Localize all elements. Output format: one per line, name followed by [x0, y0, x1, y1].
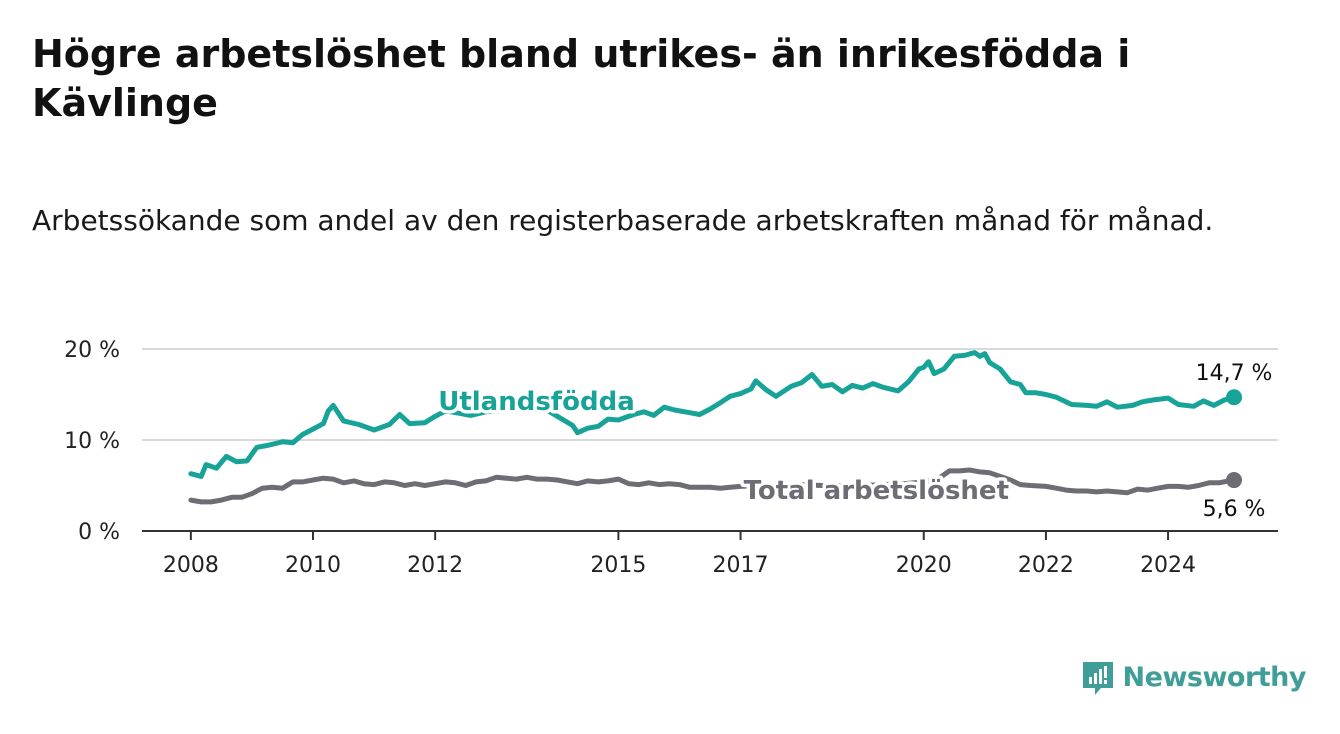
brand-logo[interactable]: Newsworthy	[1081, 660, 1307, 695]
chart-title: Högre arbetslöshet bland utrikes- än inr…	[32, 32, 1131, 125]
series-label-total: Total arbetslöshet	[744, 476, 1009, 506]
label-layer: Utlandsfödda Total arbetslöshet 14,7 % 5,6 …	[435, 361, 1273, 522]
line-chart: 0 % 10 % 20 % 2008 2010 2012 2015 2017 2020 2022 2…	[64, 338, 1278, 578]
x-tick-label: 2010	[285, 553, 341, 578]
newsworthy-logo-icon	[1081, 660, 1115, 695]
y-tick-label: 0 %	[78, 520, 120, 545]
series-end-point	[1226, 389, 1243, 406]
series-label-foreign-born: Utlandsfödda	[438, 387, 635, 417]
series-layer	[188, 350, 1243, 505]
series-line-foreign-born	[188, 350, 1237, 479]
end-value-total: 5,6 %	[1203, 497, 1266, 522]
x-tick-label: 2022	[1018, 553, 1074, 578]
x-tick-label: 2015	[590, 553, 646, 578]
chart-subtitle: Arbetssökande som andel av den registerb…	[32, 204, 1214, 237]
x-tick-label: 2012	[407, 553, 463, 578]
x-tick-label: 2017	[713, 553, 769, 578]
x-tick-label: 2008	[163, 553, 219, 578]
y-tick-label: 10 %	[64, 429, 120, 454]
series-end-point	[1226, 472, 1243, 489]
brand-name: Newsworthy	[1122, 661, 1307, 693]
series-line-total	[188, 467, 1237, 505]
x-tick-label: 2024	[1140, 553, 1196, 578]
y-tick-label: 20 %	[64, 338, 120, 363]
grid-layer	[142, 348, 1278, 441]
end-value-foreign-born: 14,7 %	[1196, 361, 1273, 386]
axis-layer: 0 % 10 % 20 % 2008 2010 2012 2015 2017 2020 2022 2…	[64, 338, 1278, 578]
x-tick-label: 2020	[896, 553, 952, 578]
